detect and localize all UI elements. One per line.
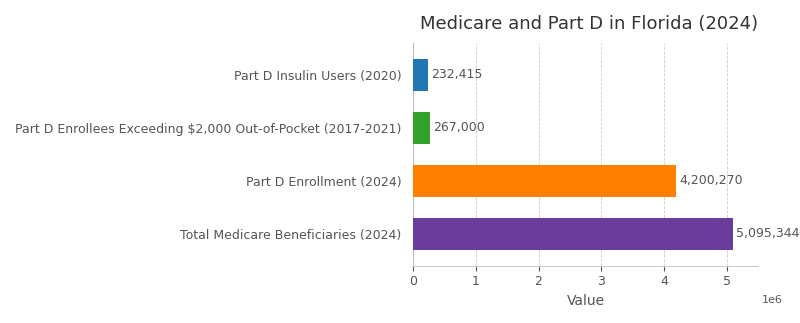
Text: 4,200,270: 4,200,270 (679, 174, 743, 187)
Bar (413, 165, 677, 197)
Text: Medicare and Part D in Florida (2024): Medicare and Part D in Florida (2024) (420, 15, 758, 33)
Text: 232,415: 232,415 (431, 68, 482, 81)
Bar (413, 112, 430, 144)
Bar (413, 59, 428, 91)
Text: 1e6: 1e6 (762, 295, 782, 305)
Text: 267,000: 267,000 (433, 121, 485, 134)
Text: 5,095,344: 5,095,344 (736, 227, 799, 240)
Bar (413, 218, 733, 250)
X-axis label: Value: Value (566, 294, 605, 308)
